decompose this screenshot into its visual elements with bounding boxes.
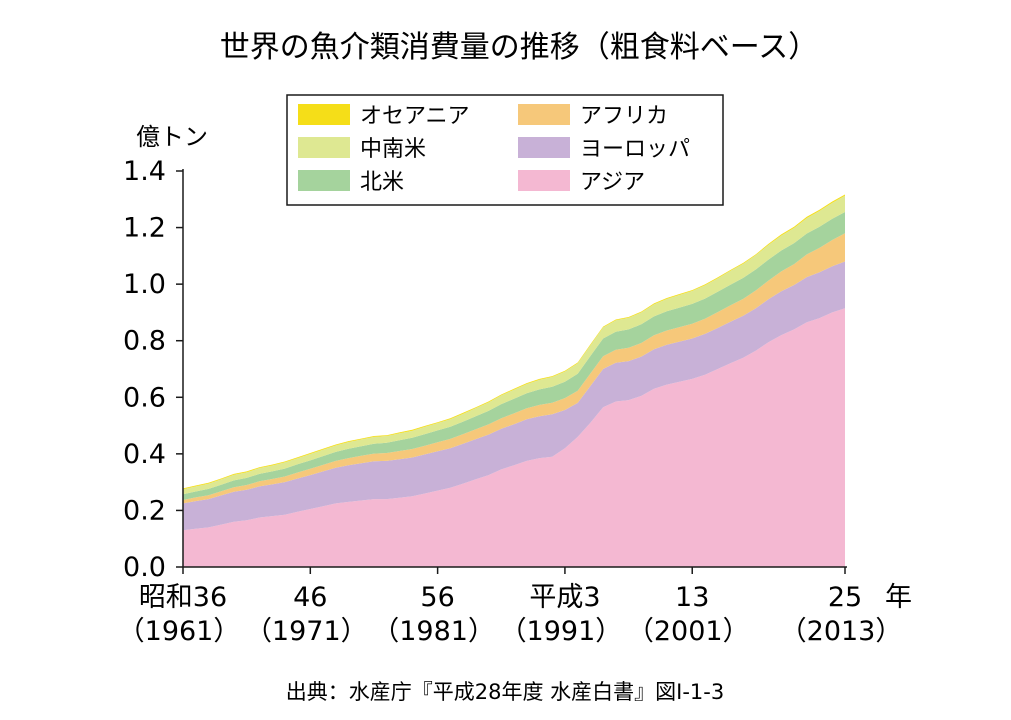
legend-label: オセアニア xyxy=(360,104,470,129)
legend-swatch xyxy=(518,170,570,191)
plot-area xyxy=(183,194,845,567)
legend-label: アフリカ xyxy=(580,104,668,129)
x-tick-label: 25 xyxy=(828,582,862,613)
x-tick-year-label: （1981） xyxy=(372,616,495,647)
area-series-1 xyxy=(183,261,845,531)
x-tick-label: 56 xyxy=(420,582,454,613)
y-tick-label: 0.0 xyxy=(123,552,166,583)
legend-swatch xyxy=(518,104,570,125)
x-tick-label: 平成3 xyxy=(529,582,600,613)
legend-swatch xyxy=(518,137,570,158)
x-tick-label: 13 xyxy=(675,582,709,613)
x-tick-year-label: （2013） xyxy=(780,616,903,647)
legend-swatch xyxy=(298,170,350,191)
x-tick-label: 昭和36 xyxy=(139,582,227,613)
y-tick-label: 0.4 xyxy=(123,439,166,470)
x-tick-year-label: （1961） xyxy=(118,616,241,647)
y-tick-label: 1.2 xyxy=(123,213,166,244)
x-tick-label: 46 xyxy=(293,582,327,613)
y-axis: 0.0 0.2 0.4 0.6 0.8 1.0 1.2 1.4 xyxy=(123,156,184,583)
legend-swatch xyxy=(298,137,350,158)
legend-box xyxy=(286,94,724,206)
y-tick-label: 0.2 xyxy=(123,495,166,526)
chart-title: 世界の魚介類消費量の推移（粗食料ベース） xyxy=(220,30,819,65)
area-series-0 xyxy=(183,308,845,567)
legend-label: 北米 xyxy=(360,170,404,195)
y-tick-label: 0.6 xyxy=(123,382,166,413)
x-axis: 昭和36（1961）46（1971）56（1981）平成3（1991）13（20… xyxy=(118,566,903,647)
legend-label: ヨーロッパ xyxy=(580,137,690,162)
x-unit-label: 年 xyxy=(885,582,912,613)
y-tick-label: 1.0 xyxy=(123,269,166,300)
legend-swatch xyxy=(298,104,350,125)
x-tick-year-label: （2001） xyxy=(627,616,750,647)
y-tick-label: 1.4 xyxy=(123,156,166,187)
source-note: 出典：水産庁『平成28年度 水産白書』図I-1-3 xyxy=(286,680,724,704)
x-tick-year-label: （1971） xyxy=(245,616,368,647)
legend-label: アジア xyxy=(580,170,645,195)
legend-label: 中南米 xyxy=(360,137,426,162)
y-tick-label: 0.8 xyxy=(123,326,166,357)
x-tick-year-label: （1991） xyxy=(500,616,623,647)
y-unit-label: 億トン xyxy=(136,123,208,151)
